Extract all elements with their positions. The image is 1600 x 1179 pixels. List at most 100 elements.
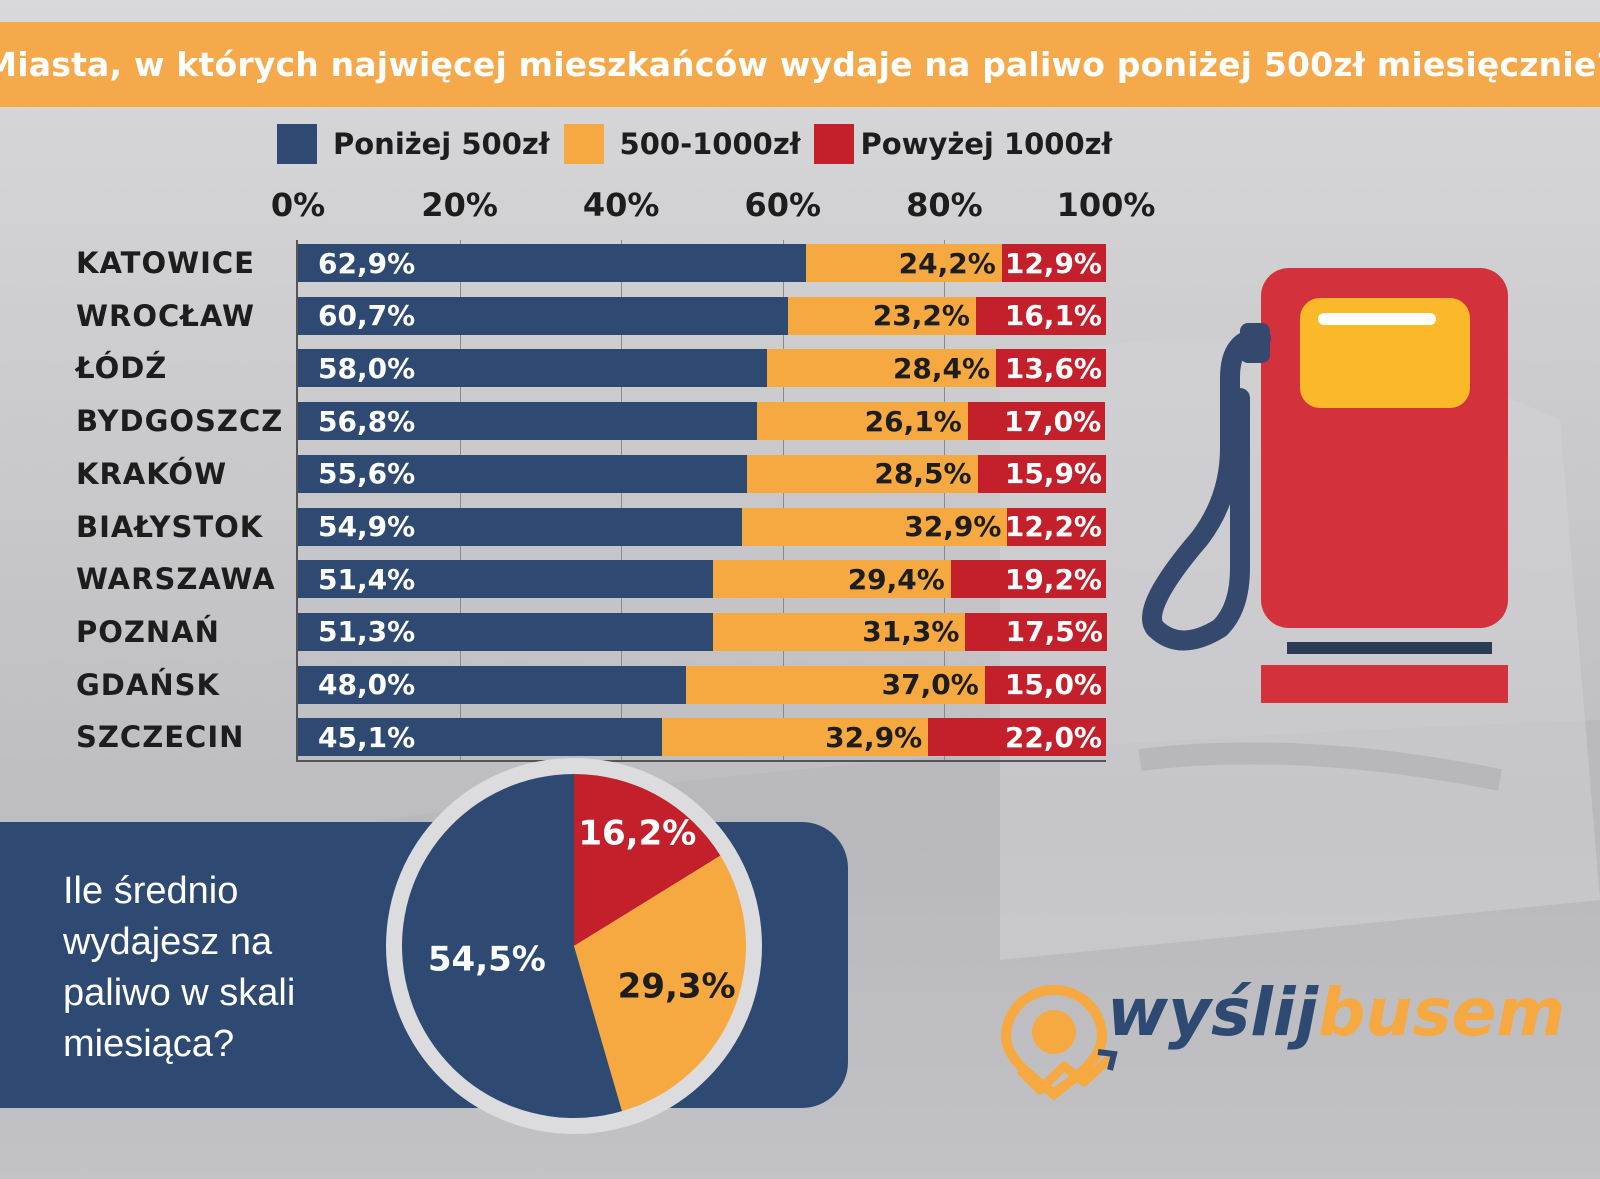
data-label: 22,0% [1004,720,1102,754]
grid-line [782,240,784,760]
bar-segment: 22,0% [928,718,1106,757]
legend-label: Poniżej 500zł [333,127,550,161]
pie-slice-label: 54,5% [428,939,546,979]
bar-segment: 60,7% [298,296,789,335]
data-label: 48,0% [318,668,416,702]
bar-segment: 17,0% [967,402,1106,441]
legend-item-500-1000: 500-1000zł [563,124,801,164]
data-label: 56,8% [318,404,416,438]
location-pin-logo-icon [1000,984,1118,1101]
bar-segment: 32,9% [741,507,1008,546]
category-label: GDAŃSK [76,667,220,702]
data-label: 17,5% [1005,615,1103,649]
data-label: 60,7% [318,299,416,333]
page-title: Miasta, w których najwięcej mieszkańców … [0,45,1600,84]
category-label: POZNAŃ [76,614,220,649]
category-label: WARSZAWA [76,562,276,597]
bar-segment: 58,0% [298,349,767,388]
pie-slice [574,774,721,946]
data-label: 19,2% [1004,562,1102,596]
bar-segment: 31,3% [712,612,966,651]
question-text: Ile średnio wydajesz na paliwo w skali m… [63,866,363,1070]
data-label: 15,9% [1004,457,1102,491]
bar-segment: 54,9% [298,507,742,546]
x-tick-label: 0% [270,186,326,224]
bar-segment: 23,2% [788,296,976,335]
data-label: 32,9% [825,720,923,754]
category-label: KRAKÓW [76,456,228,491]
legend-swatch-red [814,124,855,164]
x-tick-label: 20% [421,186,498,224]
bar-segment: 32,9% [662,718,929,757]
bar-segment: 28,5% [747,454,978,493]
bar-segment: 48,0% [298,665,686,704]
pie-slice [401,774,622,1118]
category-label: BIAŁYSTOK [76,509,264,544]
category-label: ŁÓDŹ [76,351,168,386]
x-tick-label: 100% [1056,186,1156,224]
pie-slice [574,855,746,1112]
question-line: wydajesz na [63,921,273,963]
bar-segment: 45,1% [298,718,663,757]
data-label: 62,9% [318,246,416,280]
pie-slice-label: 29,3% [618,967,736,1007]
question-line: miesiąca? [63,1023,235,1065]
bar-segment: 12,2% [1004,507,1106,546]
bar-segment: 37,0% [685,665,985,704]
data-label: 26,1% [864,404,962,438]
category-label: BYDGOSZCZ [76,404,284,439]
data-label: 24,2% [898,246,996,280]
bar-segment: 29,4% [713,560,951,599]
header-banner: Miasta, w których najwięcej mieszkańców … [0,22,1600,107]
pie-slice-label: 16,2% [578,813,696,853]
data-label: 16,1% [1004,299,1102,333]
pie-chart: 16,2% 29,3% 54,5% [386,758,762,1134]
bar-segment: 19,2% [950,560,1106,599]
question-line: Ile średnio [63,870,239,912]
data-label: 13,6% [1004,351,1102,385]
data-label: 51,4% [318,562,416,596]
data-label: 28,5% [874,457,972,491]
bar-segment: 13,6% [996,349,1106,388]
data-label: 45,1% [318,720,416,754]
data-label: 58,0% [318,351,416,385]
bar-segment: 51,3% [298,612,713,651]
bar-segment: 56,8% [298,402,757,441]
grid-line [944,240,946,760]
bar-segment: 28,4% [766,349,997,388]
x-tick-label: 40% [582,186,660,224]
legend-label: 500-1000zł [619,127,801,161]
bar-segment: 17,5% [965,612,1107,651]
legend-swatch-orange [563,124,604,164]
legend-label: Powyżej 1000zł [860,127,1113,161]
data-label: 15,0% [1004,668,1102,702]
category-label: SZCZECIN [76,720,245,755]
category-label: WROCŁAW [76,298,256,333]
question-line: paliwo w skali [63,972,296,1014]
data-label: 31,3% [862,615,960,649]
logo-part-2: busem [1318,974,1566,1051]
brand-logo-text: wyślijbusem [1107,974,1565,1051]
data-label: 37,0% [881,668,979,702]
bar-segment: 15,9% [977,454,1106,493]
bar-segment: 16,1% [975,296,1106,335]
legend-item-below-500: Poniżej 500zł [277,124,550,164]
bar-segment: 12,9% [1001,244,1106,282]
bar-segment: 51,4% [298,560,714,599]
chart-legend: Poniżej 500zł 500-1000zł Powyżej 1000zł [277,122,1126,166]
data-label: 55,6% [318,457,416,491]
logo-part-1: wyślij [1107,974,1319,1051]
bar-segment: 55,6% [298,454,748,493]
legend-item-above-1000: Powyżej 1000zł [814,124,1112,164]
fuel-pump-icon [1142,268,1508,703]
data-label: 12,2% [1004,510,1102,543]
bar-segment: 24,2% [806,244,1002,282]
stacked-bar-plot-area: 62,9% 24,2% 12,9% 60,7% 23,2% 16,1% 58,0% 28,4%… [296,240,1107,762]
x-tick-label: 80% [906,186,983,224]
data-label: 51,3% [318,615,416,649]
data-label: 29,4% [847,562,945,596]
data-label: 23,2% [872,299,970,333]
grid-line [621,240,623,760]
data-label: 54,9% [318,510,416,543]
data-label: 12,9% [1004,246,1102,280]
